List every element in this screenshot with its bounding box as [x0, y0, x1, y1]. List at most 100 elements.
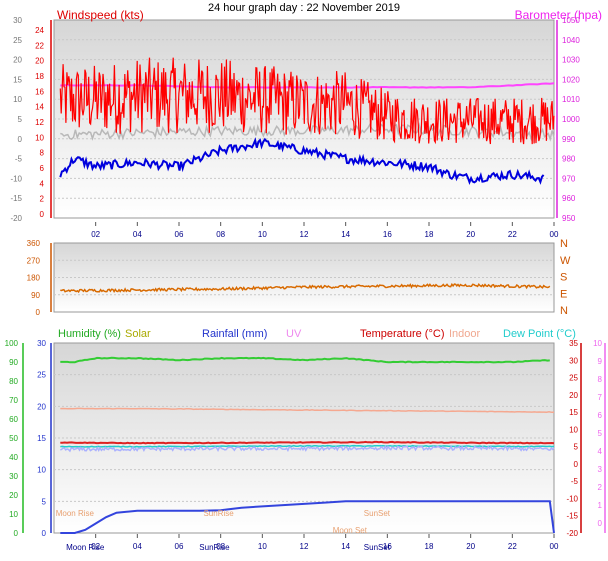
panel3-right-inner-tick: 6	[598, 411, 603, 420]
panel1-left-inner-tick: 10	[35, 133, 44, 142]
panel3-x-tick-label: 10	[258, 542, 267, 551]
panel1-x-tick-label: 22	[508, 230, 517, 239]
panel1-left-inner-tick: 16	[35, 87, 44, 96]
temperature-line	[60, 440, 555, 445]
panel3-right-outer-tick: -10	[566, 494, 578, 503]
panel1-left-inner-tick: 24	[35, 26, 44, 35]
panel1-right-tick: 950	[562, 214, 576, 223]
panel2-left-tick: 270	[27, 256, 41, 265]
page-title: 24 hour graph day : 22 November 2019	[208, 2, 400, 14]
indoor-line	[60, 407, 554, 414]
panel1-left-outer-tick: -15	[10, 194, 22, 203]
panel1-left-outer-tick: 30	[13, 16, 22, 25]
panel3-humidity-tick: 10	[9, 510, 18, 519]
panel2-grid	[54, 259, 554, 296]
panel1-left-outer-tick: 5	[18, 115, 23, 124]
panel3-x-tick-label: 12	[300, 542, 309, 551]
panel1-left-inner-tick: 12	[35, 118, 44, 127]
panel3-right-outer-tick: 5	[574, 443, 579, 452]
panel3-x-tick-label: 00	[550, 542, 559, 551]
panel3-humidity-tick: 30	[9, 472, 18, 481]
panel3-left-tick: 0	[42, 529, 47, 538]
panel-humidity-temperature: Humidity (%) Solar Rainfall (mm) UV Temp…	[5, 328, 606, 552]
panel3-x-tick-label: 14	[341, 542, 350, 551]
panel3-x-axis: 02 04 06 08 10 12 14 16 18 20 22 00	[91, 534, 559, 551]
panel3-x-tick-label: 02	[91, 542, 100, 551]
panel3-right-outer-tick: -15	[566, 512, 578, 521]
panel2-right-tick: N	[560, 305, 568, 317]
panel3-humidity-tick: 40	[9, 453, 18, 462]
panel3-x-tick-label: 16	[383, 542, 392, 551]
sun-moon-label: SunSet	[364, 509, 391, 518]
panel1-left-inner-tick: 2	[40, 195, 45, 204]
panel1-left-inner-tick: 14	[35, 103, 44, 112]
panel2-left-axis: 360 270 180 90 0	[27, 239, 52, 317]
panel3-left-tick: 25	[37, 371, 46, 380]
sun-moon-label: Moon Rise	[56, 509, 95, 518]
panel1-left-inner-tick: 20	[35, 57, 44, 66]
panel1-right-tick: 1010	[562, 95, 580, 104]
panel3-right-inner-tick: 10	[593, 339, 602, 348]
panel3-left-tick: 30	[37, 339, 46, 348]
panel2-left-tick: 0	[36, 308, 41, 317]
panel-wind-barometer: Windspeed (kts) Barometer (hpa) 30252015…	[10, 8, 602, 239]
panel3-x-tick-label: 06	[175, 542, 184, 551]
panel1-x-tick-label: 14	[341, 230, 350, 239]
sun-moon-markers: Moon Rise Moon Rise SunRise SunRise SunSet Su…	[56, 509, 391, 552]
panel3-humidity-tick: 80	[9, 377, 18, 386]
humidity-line	[60, 356, 550, 364]
panel3-right-outer-tick: 20	[569, 391, 578, 400]
grey-trace-line	[60, 122, 555, 142]
panel1-x-tick-label: 00	[550, 230, 559, 239]
panel1-right-axis: 1050 1040 1030 1020 1010 1000 990 980 970 960 950	[562, 16, 580, 223]
panel3-right-inner-tick: 2	[598, 483, 603, 492]
sun-moon-label: SunSet	[364, 543, 391, 552]
panel3-right-inner-tick: 9	[598, 357, 603, 366]
panel1-left-outer-tick: -20	[10, 214, 22, 223]
dewpoint-line	[60, 444, 555, 448]
panel1-right-tick: 1030	[562, 56, 580, 65]
panel1-left-inner-tick: 8	[40, 149, 45, 158]
panel3-x-tick-label: 18	[425, 542, 434, 551]
panel1-left-outer-tick: 10	[13, 95, 22, 104]
legend-uv: UV	[286, 328, 302, 340]
legend-rainfall: Rainfall (mm)	[202, 328, 267, 340]
panel1-x-tick-label: 16	[383, 230, 392, 239]
legend-indoor: Indoor	[449, 328, 481, 340]
panel3-humidity-tick: 0	[14, 529, 19, 538]
barometer-label: Barometer (hpa)	[515, 8, 602, 22]
panel1-right-tick: 1040	[562, 36, 580, 45]
panel1-left-outer-tick: 20	[13, 56, 22, 65]
panel3-humidity-tick: 60	[9, 415, 18, 424]
legend-solar: Solar	[125, 328, 151, 340]
panel3-right-inner-tick: 1	[598, 501, 603, 510]
apparent-line	[59, 444, 555, 453]
panel3-right-outer-tick: 25	[569, 374, 578, 383]
panel3-right-inner-tick: 3	[598, 465, 603, 474]
panel1-left-outer-tick: -5	[15, 155, 23, 164]
panel3-right-outer-tick: 0	[574, 460, 579, 469]
panel1-left-inner-tick: 6	[40, 164, 45, 173]
legend-temperature: Temperature (°C)	[360, 328, 444, 340]
panel1-right-tick: 970	[562, 174, 576, 183]
panel3-left-tick: 20	[37, 402, 46, 411]
panel1-left-outer-tick: -10	[10, 174, 22, 183]
panel2-right-tick: E	[560, 288, 567, 300]
panel1-x-tick-label: 04	[133, 230, 142, 239]
panel3-right-inner-tick: 4	[598, 447, 603, 456]
panel3-right-inner-tick: 7	[598, 393, 603, 402]
panel3-right-outer-tick: 35	[569, 339, 578, 348]
panel3-legend: Humidity (%) Solar Rainfall (mm) UV Temp…	[58, 328, 576, 340]
sun-moon-label: SunRise	[203, 509, 234, 518]
panel2-right-tick: W	[560, 255, 571, 267]
panel3-left-tick: 5	[42, 497, 47, 506]
panel1-left-outer-tick: 25	[13, 36, 22, 45]
panel3-right-outer-tick: -5	[571, 477, 579, 486]
panel1-x-tick-label: 12	[300, 230, 309, 239]
